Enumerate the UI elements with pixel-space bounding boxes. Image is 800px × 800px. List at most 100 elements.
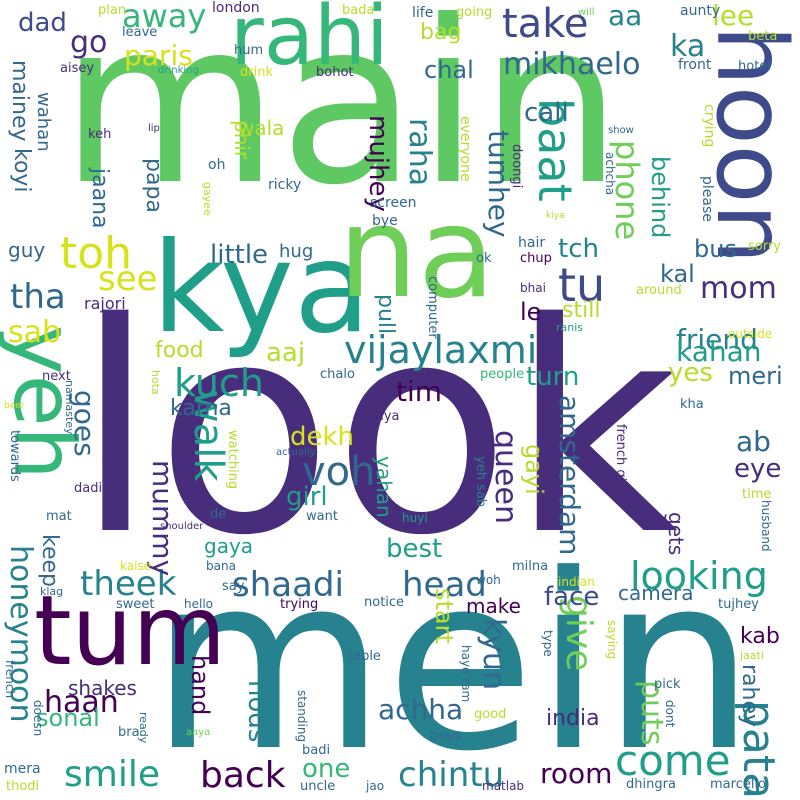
word: head [402,565,487,605]
word: aa [608,0,643,32]
word: london [212,0,260,16]
word: phir [230,120,254,160]
word: queen [488,430,523,524]
word: nods [242,680,272,743]
word: tu [558,258,606,312]
word: look [75,262,679,599]
word: kab [740,624,780,649]
word: boys [430,729,461,744]
word: mera [4,761,41,777]
word: pull [373,294,398,335]
word: behind [646,156,674,239]
word: kal [660,260,695,288]
word: aaj [266,338,306,368]
word: ab [736,425,771,458]
word: mat [46,509,72,524]
word: badi [302,743,331,758]
word: sab [8,315,62,350]
word: namastey [63,380,76,435]
word: outside [728,327,773,341]
word: tum [34,575,226,687]
word: haan [44,685,119,720]
word: le [520,298,542,326]
word: hoon [695,25,800,265]
word: girl [286,482,328,512]
word: klag [40,585,64,598]
word: shakes [68,676,137,700]
word: hota [149,370,162,395]
word: watching [225,430,240,490]
word: face [544,582,600,612]
word: keep [37,534,62,587]
word: gayee [201,182,214,216]
word: away [122,0,207,35]
word: phone [608,140,646,241]
word: life [412,5,434,21]
word: pata [733,700,784,800]
word: mein [150,523,756,800]
word: diya [372,409,400,424]
word: sonal [36,704,100,732]
word: rahey [737,664,762,728]
word: gaya [204,534,254,558]
word: bana [206,559,236,573]
word: sweet [116,597,155,612]
word: yeh [0,325,93,480]
word: looking [630,554,768,598]
word: trying [280,597,319,612]
word: aunty [680,3,721,19]
word: tim [396,375,443,408]
word: pick [654,677,681,692]
word: kiya [546,211,565,221]
word: camera [618,581,694,605]
word: chal [424,56,474,84]
word: koyi [9,148,34,193]
word: dad [18,8,67,38]
word: kuch [174,361,264,405]
word: kyun [476,618,511,691]
word: food [155,338,204,363]
word: go [70,25,108,60]
word: baat [528,98,582,202]
word: come [615,736,731,785]
word: take [502,1,589,47]
word: friend [676,323,758,356]
word: ricky [268,177,302,193]
word: drinking [158,65,199,76]
word: front [678,57,712,73]
word: raha [402,118,437,187]
word: keh [88,127,112,142]
word: na [338,179,496,326]
word: kya [152,216,371,361]
word: turn [526,362,580,392]
word: indian [558,575,595,589]
word: want [306,509,338,524]
word: bye [372,213,398,229]
word: bohot [316,65,354,80]
word: hair [518,235,546,251]
word: kaise [120,559,152,573]
word: towards [7,430,22,482]
word: room [540,757,613,790]
word: going [456,5,493,20]
word: drink [240,65,273,80]
word: paris [124,39,193,72]
word: de [210,507,227,522]
word: type [541,630,555,657]
word: around [636,283,682,298]
word: bada [342,3,375,18]
word: ranis [556,321,584,334]
word: jaati [740,649,764,662]
word: bus [694,235,737,263]
word: shaadi [232,565,344,605]
word: chintu [398,755,505,795]
word: hand [186,655,214,716]
word: huyi [402,511,428,525]
word: actually [276,447,316,458]
word: aisey [60,61,95,76]
word: goes [68,390,101,457]
word: yeh sab [473,456,488,508]
word: next [42,369,71,384]
word: main [60,0,623,235]
